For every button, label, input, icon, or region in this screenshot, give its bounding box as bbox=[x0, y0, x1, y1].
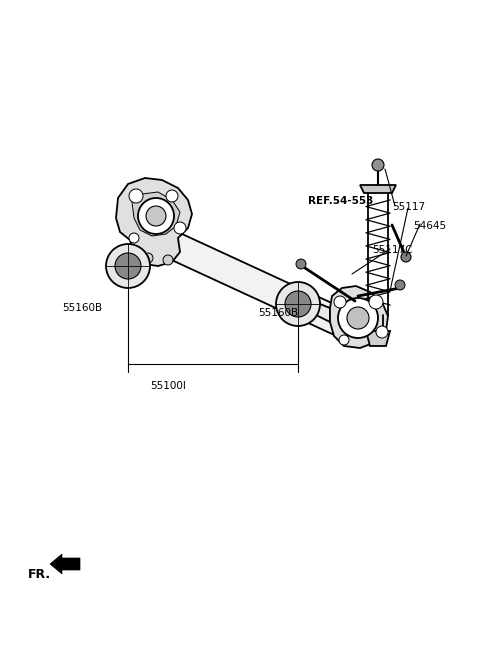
Polygon shape bbox=[163, 231, 355, 339]
Circle shape bbox=[401, 252, 411, 262]
Text: REF.54-553: REF.54-553 bbox=[308, 196, 373, 206]
Polygon shape bbox=[132, 192, 180, 236]
Circle shape bbox=[372, 159, 384, 171]
Polygon shape bbox=[280, 298, 330, 322]
Text: 55160B: 55160B bbox=[62, 303, 102, 313]
Circle shape bbox=[129, 189, 143, 203]
Circle shape bbox=[347, 307, 369, 329]
Polygon shape bbox=[360, 185, 396, 193]
Text: FR.: FR. bbox=[28, 567, 51, 581]
Circle shape bbox=[369, 295, 383, 309]
Circle shape bbox=[296, 259, 306, 269]
Text: 55117C: 55117C bbox=[372, 245, 412, 255]
Polygon shape bbox=[116, 178, 192, 266]
Circle shape bbox=[285, 291, 311, 317]
Circle shape bbox=[166, 190, 178, 202]
Polygon shape bbox=[366, 331, 390, 346]
Circle shape bbox=[146, 206, 166, 226]
Text: 55100I: 55100I bbox=[150, 381, 186, 391]
Polygon shape bbox=[50, 554, 80, 574]
Circle shape bbox=[143, 253, 153, 263]
Text: 55117: 55117 bbox=[392, 202, 425, 212]
Circle shape bbox=[106, 244, 150, 288]
Circle shape bbox=[174, 222, 186, 234]
Circle shape bbox=[276, 282, 320, 326]
Circle shape bbox=[338, 298, 378, 338]
Circle shape bbox=[115, 253, 141, 279]
Polygon shape bbox=[330, 286, 388, 348]
Circle shape bbox=[129, 233, 139, 243]
Circle shape bbox=[339, 335, 349, 345]
Text: 54645: 54645 bbox=[413, 221, 446, 231]
Circle shape bbox=[395, 280, 405, 290]
Circle shape bbox=[334, 296, 346, 308]
Circle shape bbox=[376, 326, 388, 338]
Circle shape bbox=[163, 255, 173, 265]
Text: 55160B: 55160B bbox=[258, 308, 298, 318]
Circle shape bbox=[138, 198, 174, 234]
